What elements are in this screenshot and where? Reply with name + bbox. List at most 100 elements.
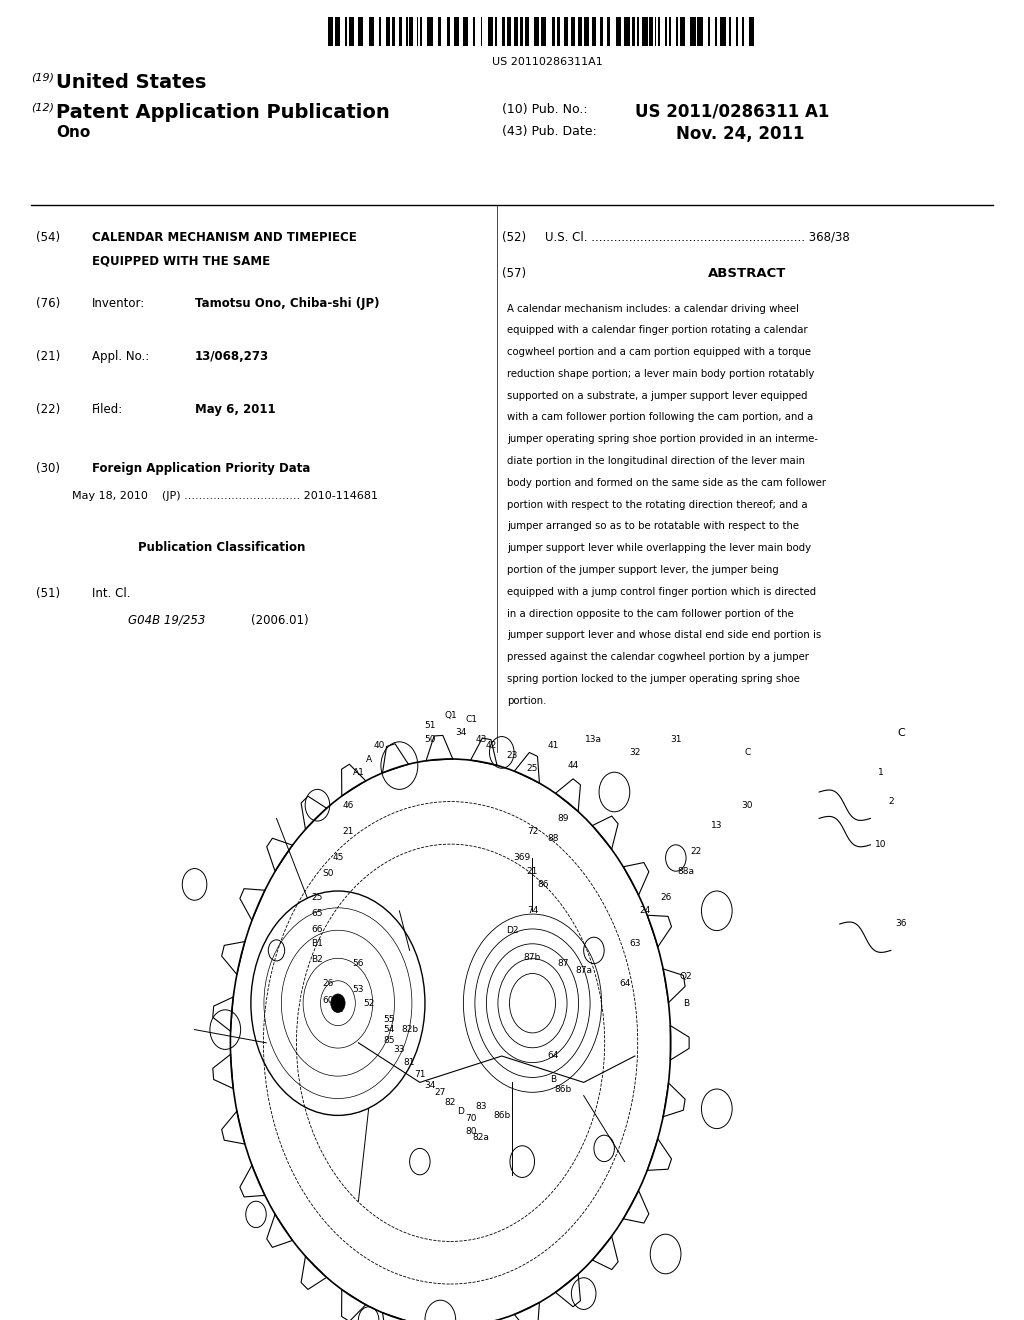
Text: reduction shape portion; a lever main body portion rotatably: reduction shape portion; a lever main bo…: [507, 368, 814, 379]
Bar: [552, 17, 555, 46]
Text: May 6, 2011: May 6, 2011: [195, 403, 275, 416]
Bar: [379, 17, 381, 46]
Text: body portion and formed on the same side as the cam follower: body portion and formed on the same side…: [507, 478, 826, 488]
Text: with a cam follower portion following the cam portion, and a: with a cam follower portion following th…: [507, 412, 813, 422]
Text: CALENDAR MECHANISM AND TIMEPIECE: CALENDAR MECHANISM AND TIMEPIECE: [92, 231, 357, 244]
Circle shape: [331, 994, 345, 1012]
Bar: [637, 17, 639, 46]
Text: US 20110286311A1: US 20110286311A1: [493, 57, 603, 67]
Text: pressed against the calendar cogwheel portion by a jumper: pressed against the calendar cogwheel po…: [507, 652, 809, 663]
Text: 40: 40: [373, 742, 385, 750]
Bar: [625, 17, 630, 46]
Bar: [690, 17, 695, 46]
Text: 89: 89: [557, 814, 569, 822]
Text: 80: 80: [465, 1127, 477, 1135]
Bar: [417, 17, 419, 46]
Text: 53: 53: [352, 986, 365, 994]
Bar: [427, 17, 432, 46]
Text: C: C: [744, 748, 751, 756]
Text: C1: C1: [465, 715, 477, 723]
Bar: [729, 17, 731, 46]
Text: 21: 21: [342, 828, 354, 836]
Bar: [514, 17, 518, 46]
Text: B2: B2: [311, 956, 324, 964]
Bar: [736, 17, 738, 46]
Text: 25: 25: [526, 764, 539, 772]
Text: jumper support lever and whose distal end side end portion is: jumper support lever and whose distal en…: [507, 631, 821, 640]
Bar: [369, 17, 374, 46]
Bar: [473, 17, 475, 46]
Bar: [669, 17, 671, 46]
Bar: [502, 17, 506, 46]
Bar: [349, 17, 354, 46]
Text: 86b: 86b: [494, 1111, 510, 1119]
Bar: [632, 17, 635, 46]
Bar: [571, 17, 574, 46]
Text: 64: 64: [547, 1052, 559, 1060]
Bar: [345, 17, 347, 46]
Text: Inventor:: Inventor:: [92, 297, 145, 310]
Bar: [406, 17, 408, 46]
Bar: [446, 17, 451, 46]
Text: (21): (21): [36, 350, 60, 363]
Text: (51): (51): [36, 587, 60, 601]
Text: equipped with a jump control finger portion which is directed: equipped with a jump control finger port…: [507, 586, 816, 597]
Text: 13a: 13a: [586, 735, 602, 743]
Text: 87a: 87a: [575, 966, 592, 974]
Text: 31: 31: [670, 735, 682, 743]
Text: 66: 66: [311, 925, 324, 933]
Text: equipped with a calendar finger portion rotating a calendar: equipped with a calendar finger portion …: [507, 325, 808, 335]
Text: 86b: 86b: [555, 1085, 571, 1093]
Text: 22: 22: [691, 847, 701, 855]
Text: 87b: 87b: [524, 953, 541, 961]
Text: A: A: [366, 755, 372, 763]
Text: B: B: [550, 1076, 556, 1084]
Text: (43) Pub. Date:: (43) Pub. Date:: [502, 125, 597, 139]
Text: 43: 43: [475, 735, 487, 743]
Bar: [715, 17, 717, 46]
Bar: [463, 17, 468, 46]
Text: 26: 26: [659, 894, 672, 902]
Bar: [507, 17, 511, 46]
Text: 45: 45: [332, 854, 344, 862]
Text: 46: 46: [342, 801, 354, 809]
Bar: [708, 17, 710, 46]
Text: in a direction opposite to the cam follower portion of the: in a direction opposite to the cam follo…: [507, 609, 794, 619]
Bar: [480, 17, 482, 46]
Text: 34: 34: [455, 729, 467, 737]
Bar: [741, 17, 743, 46]
Text: 74: 74: [526, 907, 539, 915]
Text: Patent Application Publication: Patent Application Publication: [56, 103, 390, 121]
Text: B1: B1: [311, 940, 324, 948]
Text: 70: 70: [465, 1114, 477, 1122]
Bar: [649, 17, 653, 46]
Text: 81: 81: [403, 1059, 416, 1067]
Text: G04B 19/253: G04B 19/253: [128, 614, 206, 627]
Text: Publication Classification: Publication Classification: [138, 541, 305, 554]
Text: A calendar mechanism includes: a calendar driving wheel: A calendar mechanism includes: a calenda…: [507, 304, 799, 314]
Text: 27: 27: [434, 1089, 446, 1097]
Text: (54): (54): [36, 231, 60, 244]
Text: (30): (30): [36, 462, 59, 475]
Text: portion.: portion.: [507, 696, 546, 706]
Text: Nov. 24, 2011: Nov. 24, 2011: [676, 125, 804, 144]
Bar: [654, 17, 656, 46]
Bar: [749, 17, 755, 46]
Text: Appl. No.:: Appl. No.:: [92, 350, 150, 363]
Bar: [666, 17, 667, 46]
Text: 71: 71: [414, 1071, 426, 1078]
Text: 55: 55: [383, 1015, 395, 1023]
Text: (10) Pub. No.:: (10) Pub. No.:: [502, 103, 588, 116]
Bar: [557, 17, 560, 46]
Text: 52: 52: [362, 999, 375, 1007]
Text: C: C: [897, 727, 905, 738]
Text: U.S. Cl. ......................................................... 368/38: U.S. Cl. ...............................…: [545, 231, 850, 244]
Text: 50: 50: [424, 735, 436, 743]
Bar: [386, 17, 390, 46]
Text: US 2011/0286311 A1: US 2011/0286311 A1: [635, 103, 829, 121]
Bar: [579, 17, 582, 46]
Bar: [697, 17, 702, 46]
Text: 64: 64: [618, 979, 631, 987]
Text: B: B: [683, 999, 689, 1007]
Bar: [398, 17, 402, 46]
